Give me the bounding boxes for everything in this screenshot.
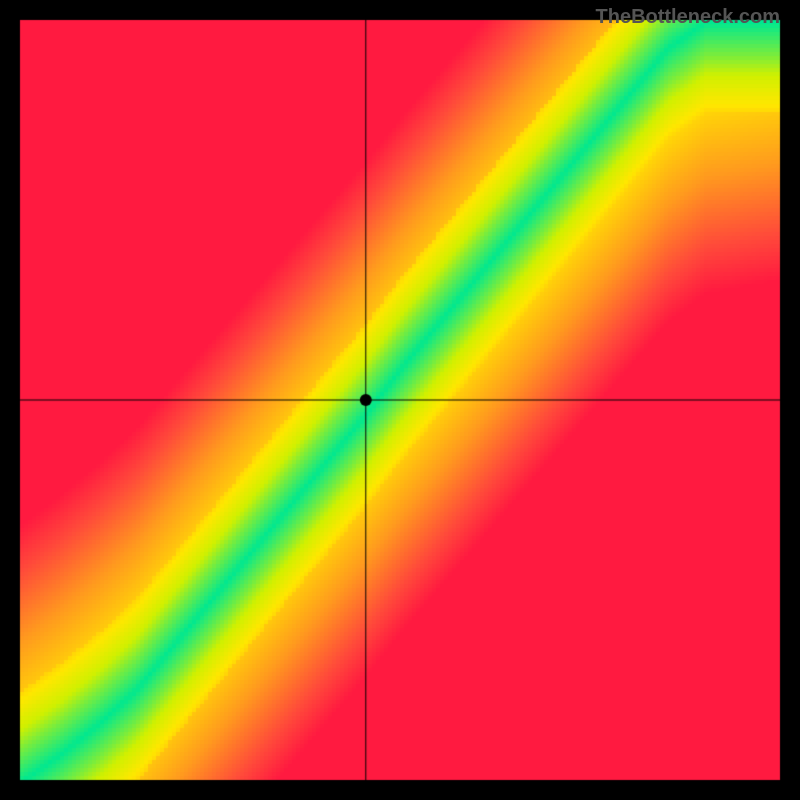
chart-container: TheBottleneck.com (0, 0, 800, 800)
heatmap-canvas (0, 0, 800, 800)
watermark-text: TheBottleneck.com (596, 6, 780, 29)
